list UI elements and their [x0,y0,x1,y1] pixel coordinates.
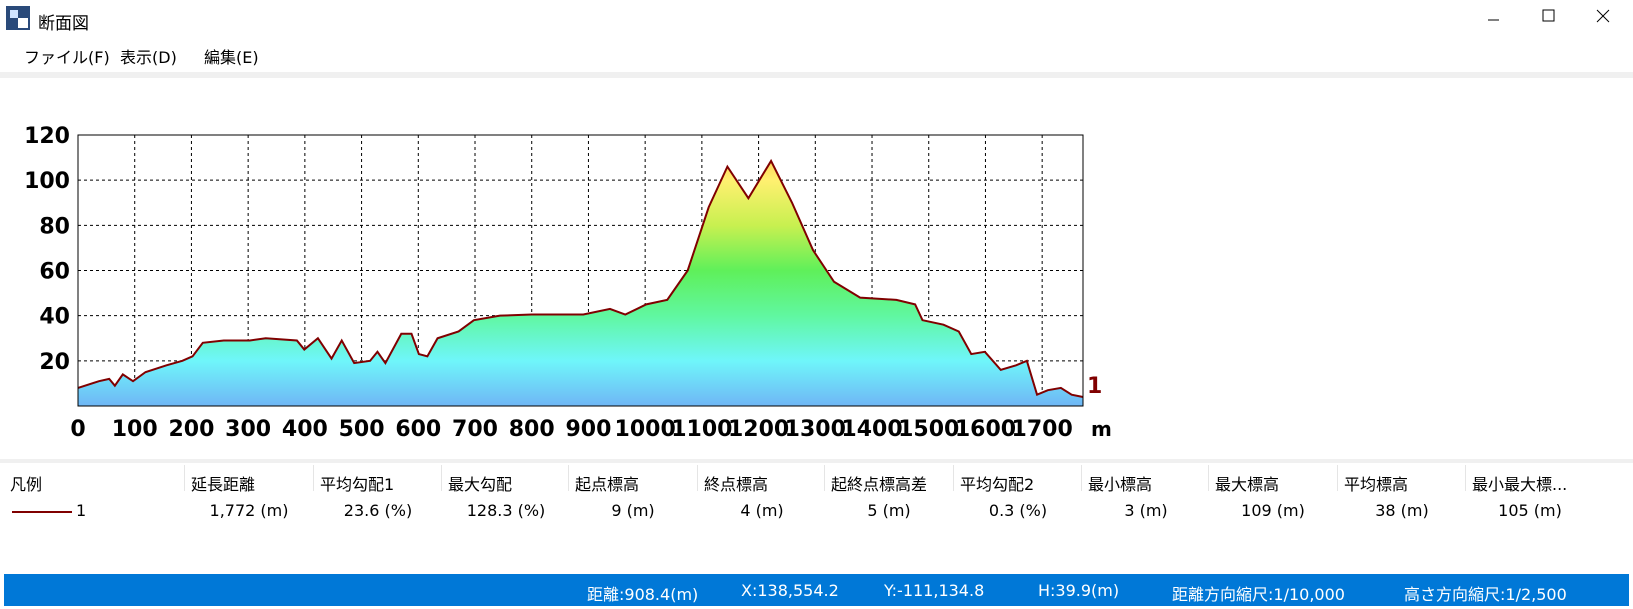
table-header: 起終点標高差 [831,475,928,494]
table-header: 最小最大標... [1472,475,1568,494]
x-tick-label: 1600 [955,417,1016,442]
table-header: 平均勾配2 [960,475,1035,494]
y-tick-label: 60 [39,260,70,285]
close-button[interactable] [1596,9,1610,23]
table-cell: 38 (m) [1375,501,1429,520]
x-tick-label: 100 [112,417,158,442]
status-field: 距離方向縮尺:1/10,000 [1172,585,1345,604]
table-header: 起点標高 [575,475,640,494]
maximize-button[interactable] [1542,9,1555,22]
table-cell: 5 (m) [867,501,911,520]
column-divider [184,465,185,491]
profile-line [77,158,1084,398]
table-cell: 4 (m) [740,501,784,520]
x-tick-label: 300 [225,417,271,442]
column-divider [824,465,825,491]
y-tick-label: 100 [24,169,70,194]
y-tick-label: 120 [24,124,70,149]
area-fill [78,160,1083,406]
table-header: 平均標高 [1344,475,1409,494]
separator [0,72,1633,78]
table-header: 最大勾配 [448,475,513,494]
x-tick-label: 800 [509,417,555,442]
status-field: X:138,554.2 [741,581,839,600]
legend-swatch [12,511,72,513]
y-tick-label: 80 [39,214,70,239]
table-cell: 105 (m) [1498,501,1562,520]
status-field: 距離:908.4(m) [587,585,699,604]
menu-bar: ファイル(F) 表示(D) 編集(E) [0,38,1633,72]
table-cell: 1,772 (m) [209,501,289,520]
x-tick-label: 1000 [615,417,676,442]
y-tick-label: 20 [39,350,70,375]
x-tick-label: 600 [395,417,441,442]
app-icon-part [18,18,28,28]
table-cell: 9 (m) [611,501,655,520]
table-cell: 23.6 (%) [343,501,413,520]
column-divider [1337,465,1338,491]
x-tick-label: 1200 [728,417,789,442]
column-divider [1208,465,1209,491]
legend-label: 1 [76,501,87,520]
table-cell: 128.3 (%) [466,501,546,520]
x-tick-label: 1400 [841,417,902,442]
column-divider [1465,465,1466,491]
stats-table: 凡例 延長距離 平均勾配1 最大勾配 起点標高 終点標高 起終点標高差 平均勾配2 最小標高 最大… [0,463,1633,571]
menu-item[interactable]: 編集(E) [204,48,259,67]
x-tick-label: 1100 [671,417,732,442]
separator [0,459,1633,463]
y-tick-label: 40 [39,305,70,330]
x-tick-label: 900 [565,417,611,442]
table-header: 平均勾配1 [320,475,395,494]
x-tick-label: 400 [282,417,328,442]
table-cell: 0.3 (%) [988,501,1048,520]
status-field: 高さ方向縮尺:1/2,500 [1404,585,1567,604]
menu-item[interactable]: ファイル(F) [24,48,110,67]
x-tick-label: 200 [168,417,214,442]
series-end-label: 1 [1087,374,1102,399]
x-tick-label: 700 [452,417,498,442]
column-divider [1081,465,1082,491]
status-field: H:39.9(m) [1038,581,1120,600]
x-tick-label: 1500 [898,417,959,442]
table-cell: 3 (m) [1124,501,1168,520]
status-field: Y:-111,134.8 [884,581,985,600]
table-header: 最小標高 [1088,475,1153,494]
table-header: 最大標高 [1215,475,1280,494]
menu-item[interactable]: 表示(D) [120,48,177,67]
x-tick-label: 1300 [785,417,846,442]
status-bar: 距離:908.4(m) X:138,554.2 Y:-111,134.8 H:39.9… [4,574,1629,606]
app-icon-part [10,10,18,18]
column-divider [568,465,569,491]
table-header: 延長距離 [191,475,256,494]
table-cell: 109 (m) [1241,501,1305,520]
x-tick-label: 0 [70,417,85,442]
x-tick-label: 1700 [1012,417,1073,442]
x-axis-label: m [1091,417,1112,441]
column-divider [697,465,698,491]
title-bar: 断面図 [0,0,1633,39]
plot-frame [77,134,1084,407]
table-header: 終点標高 [704,475,769,494]
title-bar-graphics [6,6,1610,30]
table-header: 凡例 [10,475,43,494]
column-divider [441,465,442,491]
x-tick-label: 500 [339,417,385,442]
column-divider [953,465,954,491]
column-divider [313,465,314,491]
window-title: 断面図 [38,14,89,34]
